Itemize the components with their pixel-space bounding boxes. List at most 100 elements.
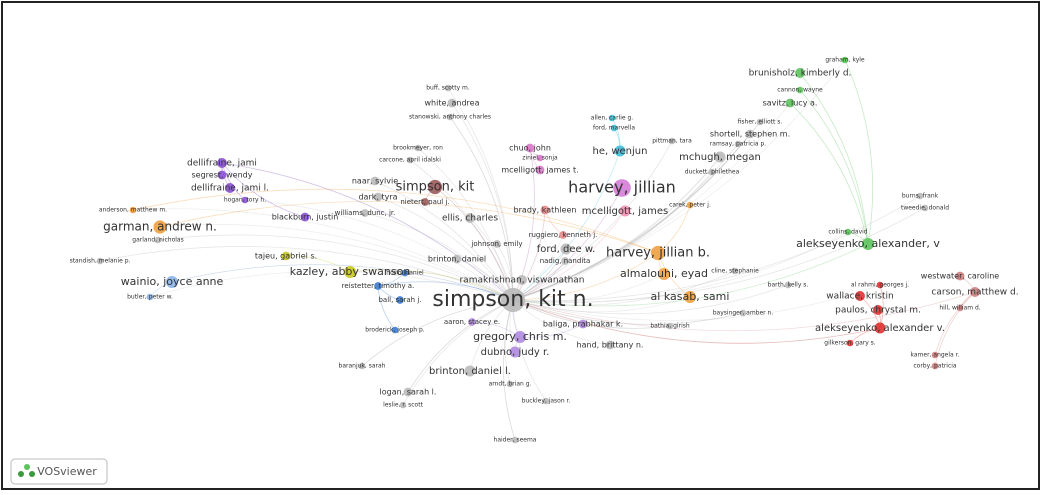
node-label: nietert, paul j. — [400, 198, 449, 206]
node-label: carson, matthew d. — [931, 288, 1018, 298]
node-label: dellifraine, jami l. — [191, 184, 269, 194]
edge — [512, 299, 881, 344]
edge — [512, 207, 926, 303]
node — [876, 281, 884, 289]
node-label: simpson, kit n. — [432, 287, 593, 312]
node-label: bathia, girish — [650, 323, 690, 330]
node — [614, 145, 626, 157]
node-label: logan, sarah l. — [380, 388, 437, 397]
node — [559, 231, 567, 239]
node-label: fisher, elliott s. — [738, 119, 783, 126]
node — [452, 254, 462, 264]
node-label: alekseyenko, alexander v. — [815, 323, 945, 334]
logo-icon — [24, 464, 30, 470]
node-label: carek, peter j. — [669, 202, 711, 209]
edge — [512, 133, 751, 301]
node — [399, 401, 407, 409]
node — [608, 114, 616, 122]
edge — [512, 291, 976, 332]
labels: graham, kyle brunisholz, kimberly d. canno… — [70, 57, 1019, 444]
node — [165, 275, 179, 289]
node — [970, 287, 980, 297]
node-label: garland, nicholas — [132, 237, 183, 244]
node — [401, 269, 409, 277]
node — [683, 290, 697, 304]
node-label: dubno, judy r. — [481, 347, 550, 358]
edge — [512, 59, 846, 301]
node-label: aaron, stacey e. — [444, 318, 500, 326]
node-label: standish, melanie p. — [70, 258, 131, 265]
logo-box[interactable] — [10, 458, 108, 485]
node — [509, 346, 521, 358]
node-label: garman, andrew n. — [103, 220, 217, 234]
node-label: buff, scotty m. — [426, 85, 470, 92]
node-label: barth, kelly s. — [768, 282, 809, 289]
node — [650, 245, 666, 261]
edge — [434, 186, 514, 301]
node-label: savitz, lucy a. — [763, 99, 818, 108]
node-label: baranjuk, sarah — [339, 363, 386, 370]
node-label: broderick, joseph p. — [365, 327, 425, 334]
node-label: leslie, r. scott — [383, 402, 424, 409]
edge — [221, 162, 514, 301]
node — [396, 296, 404, 304]
node — [225, 183, 235, 193]
node — [154, 236, 162, 244]
edge — [364, 212, 514, 301]
node-label: simpson, kit — [396, 180, 475, 195]
node-label: collins, david — [828, 229, 867, 236]
node-label: brookmeyer, ron — [393, 145, 443, 152]
node — [506, 380, 514, 388]
node-label: baliga, prabhakar k. — [543, 320, 623, 329]
node-label: butler, peter w. — [127, 294, 173, 301]
node-label: williams, dunc, jr. — [335, 209, 396, 217]
node — [446, 113, 454, 121]
node-label: mchugh, megan — [679, 152, 761, 163]
edge — [447, 87, 514, 301]
logo[interactable]: VOSviewer — [10, 458, 108, 485]
edge — [512, 195, 921, 302]
node-label: mcelligott, james t. — [501, 166, 578, 175]
edge — [512, 156, 721, 301]
node — [739, 309, 747, 317]
edge — [221, 162, 514, 301]
node — [874, 322, 886, 334]
edge — [171, 264, 514, 301]
edge — [512, 252, 659, 301]
node — [129, 206, 137, 214]
node — [756, 118, 764, 126]
edge — [512, 299, 671, 329]
node — [217, 158, 227, 168]
node — [841, 56, 849, 64]
node — [525, 143, 535, 153]
node — [668, 137, 676, 145]
node-label: hill, william d. — [939, 305, 980, 312]
node-label: al kasab, sami — [651, 290, 730, 303]
edge — [377, 285, 396, 331]
node — [511, 436, 519, 444]
edge — [512, 296, 691, 313]
node-label: ford, dee w. — [537, 244, 596, 255]
node-label: anderson, matthew m. — [99, 207, 167, 214]
node — [610, 124, 618, 132]
node — [619, 205, 631, 217]
node-label: arndt, brian g. — [489, 381, 532, 388]
node-label: shortell, stephen m. — [710, 130, 790, 139]
node — [605, 340, 615, 350]
node — [535, 165, 545, 175]
node — [666, 322, 674, 330]
edge — [512, 299, 744, 325]
logo-icon — [29, 471, 35, 477]
edge — [449, 116, 514, 301]
node — [403, 387, 413, 397]
node-label: stanowski, anthony charles — [409, 114, 491, 121]
node-label: graham, kyle — [825, 57, 865, 64]
edge — [285, 255, 351, 273]
node — [921, 204, 929, 212]
edge — [377, 196, 514, 301]
node-label: haider, seema — [494, 437, 537, 444]
edge — [512, 187, 623, 301]
node — [844, 228, 852, 236]
edge — [512, 210, 626, 301]
edge — [149, 270, 514, 301]
